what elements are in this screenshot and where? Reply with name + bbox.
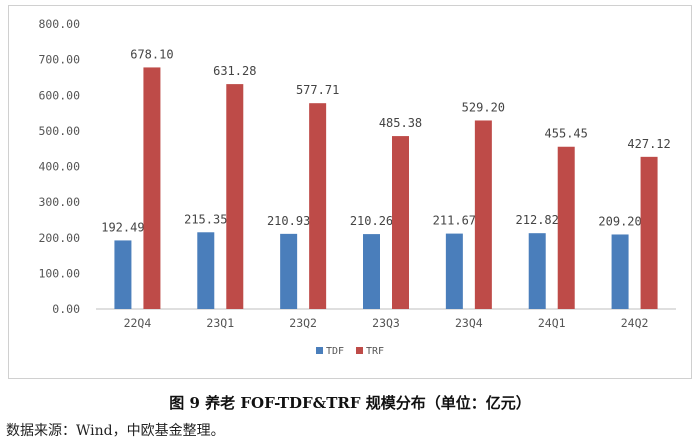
x-tick-label: 23Q3	[372, 316, 400, 330]
bar-tdf	[445, 233, 463, 309]
bar-tdf	[197, 232, 215, 309]
data-source-note: 数据来源：Wind，中欧基金整理。	[6, 423, 225, 439]
y-tick-label: 0.00	[52, 302, 80, 316]
bar-tdf	[611, 234, 629, 309]
bar-tdf	[280, 233, 298, 309]
y-tick-label: 400.00	[38, 160, 80, 174]
legend-label-trf: TRF	[366, 346, 384, 357]
x-tick-label: 23Q2	[289, 316, 317, 330]
x-tick-label: 23Q4	[455, 316, 483, 330]
bar-trf	[557, 146, 575, 309]
y-tick-label: 800.00	[38, 17, 80, 31]
bar-trf	[143, 67, 161, 309]
data-label-tdf: 210.26	[350, 214, 393, 228]
data-label-trf: 485.38	[379, 116, 422, 130]
data-label-trf: 678.10	[130, 47, 173, 61]
data-label-tdf: 210.93	[267, 214, 310, 228]
data-label-tdf: 192.49	[101, 220, 144, 234]
data-label-tdf: 212.82	[516, 213, 559, 227]
legend-label-tdf: TDF	[326, 346, 344, 357]
bar-tdf	[363, 234, 380, 309]
bar-tdf	[528, 233, 546, 309]
y-tick-label: 600.00	[38, 88, 80, 102]
data-label-tdf: 211.67	[433, 214, 476, 228]
bar-trf	[474, 120, 492, 309]
y-tick-label: 200.00	[38, 231, 80, 245]
bar-trf	[226, 84, 244, 309]
y-tick-label: 500.00	[38, 124, 80, 138]
data-label-trf: 455.45	[545, 127, 588, 141]
data-label-trf: 427.12	[627, 137, 670, 151]
y-tick-label: 100.00	[38, 266, 80, 280]
legend-swatch-tdf	[316, 347, 323, 354]
x-tick-label: 24Q2	[621, 316, 649, 330]
data-label-tdf: 209.20	[598, 214, 641, 228]
x-tick-label: 24Q1	[538, 316, 566, 330]
y-tick-label: 300.00	[38, 195, 80, 209]
legend-swatch-trf	[356, 347, 363, 354]
data-label-trf: 577.71	[296, 83, 339, 97]
bar-trf	[309, 103, 327, 309]
bar-trf	[640, 156, 658, 309]
bar-tdf	[114, 240, 132, 309]
data-label-trf: 631.28	[213, 64, 256, 78]
bar-trf	[392, 136, 409, 309]
x-tick-label: 23Q1	[206, 316, 234, 330]
x-tick-label: 22Q4	[124, 316, 152, 330]
chart-frame: 0.00 100.00 200.00 300.00 400.00 500.00 600.00…	[8, 5, 692, 379]
data-label-trf: 529.20	[462, 100, 505, 114]
data-label-tdf: 215.35	[184, 212, 227, 226]
bar-chart: 0.00 100.00 200.00 300.00 400.00 500.00 600.00…	[38, 17, 676, 357]
figure-caption: 图 9 养老 FOF-TDF&TRF 规模分布（单位：亿元）	[169, 394, 531, 412]
y-tick-label: 700.00	[38, 53, 80, 67]
